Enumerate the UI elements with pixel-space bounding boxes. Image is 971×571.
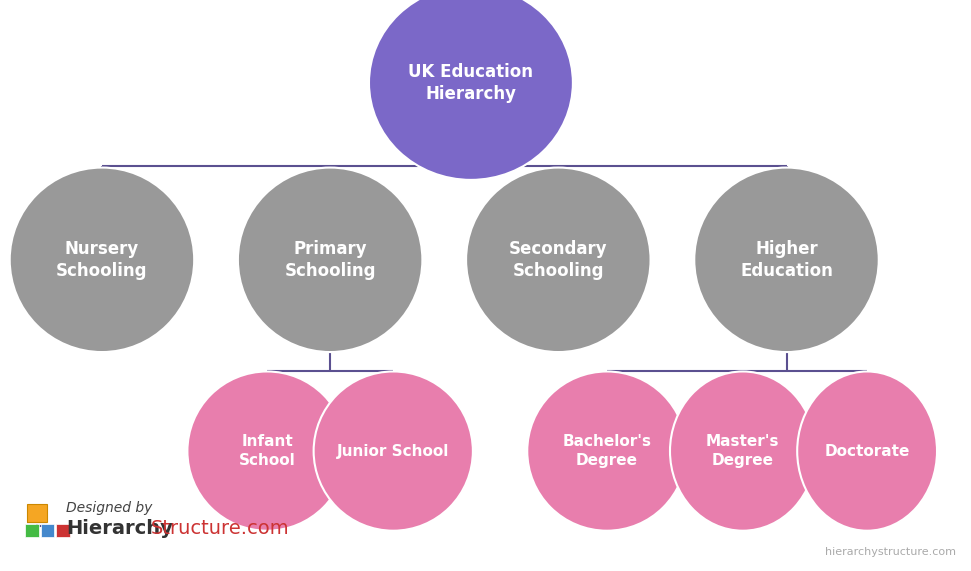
FancyBboxPatch shape xyxy=(56,524,70,537)
FancyBboxPatch shape xyxy=(41,524,54,537)
Ellipse shape xyxy=(670,372,816,530)
Ellipse shape xyxy=(314,372,473,530)
Text: Junior School: Junior School xyxy=(337,444,450,459)
Text: UK Education
Hierarchy: UK Education Hierarchy xyxy=(409,63,533,103)
Text: Nursery
Schooling: Nursery Schooling xyxy=(56,240,148,280)
Text: Designed by: Designed by xyxy=(66,501,152,515)
Ellipse shape xyxy=(694,167,879,352)
Text: Structure.com: Structure.com xyxy=(151,518,289,538)
Text: Primary
Schooling: Primary Schooling xyxy=(285,240,376,280)
Ellipse shape xyxy=(797,372,937,530)
Ellipse shape xyxy=(369,0,573,180)
Text: Bachelor's
Degree: Bachelor's Degree xyxy=(562,435,652,468)
Text: Infant
School: Infant School xyxy=(239,435,295,468)
Ellipse shape xyxy=(187,372,347,530)
Text: Higher
Education: Higher Education xyxy=(740,240,833,280)
Text: Secondary
Schooling: Secondary Schooling xyxy=(509,240,608,280)
FancyBboxPatch shape xyxy=(27,504,47,522)
Text: Doctorate: Doctorate xyxy=(824,444,910,459)
FancyBboxPatch shape xyxy=(25,524,39,537)
Ellipse shape xyxy=(466,167,651,352)
Ellipse shape xyxy=(10,167,194,352)
Text: Hierarchy: Hierarchy xyxy=(66,518,173,538)
Ellipse shape xyxy=(238,167,422,352)
Ellipse shape xyxy=(527,372,686,530)
Text: hierarchystructure.com: hierarchystructure.com xyxy=(825,546,956,557)
Text: Master's
Degree: Master's Degree xyxy=(706,435,780,468)
